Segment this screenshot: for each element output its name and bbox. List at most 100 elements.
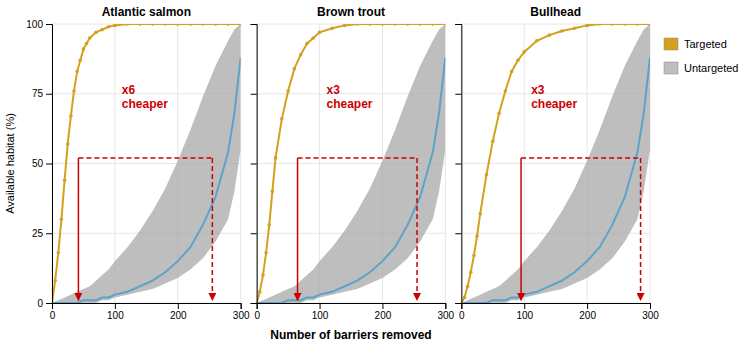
x-tick: 300	[437, 303, 454, 321]
point	[475, 234, 479, 238]
annotation-line	[521, 157, 640, 159]
legend-label: Targeted	[684, 38, 727, 50]
line	[461, 57, 650, 303]
annotation-line	[78, 157, 212, 159]
y-axis	[455, 25, 462, 304]
point	[258, 290, 262, 294]
x-tick-mark	[115, 303, 116, 309]
annotation-text-line: x3	[326, 83, 340, 97]
point	[293, 67, 297, 71]
y-tick	[455, 233, 461, 234]
point	[343, 24, 347, 27]
y-tick	[251, 24, 257, 25]
legend-item: Targeted	[664, 38, 727, 50]
line	[257, 24, 446, 303]
point	[610, 24, 614, 26]
x-tick-label: 100	[312, 310, 329, 321]
y-tick-mark	[46, 164, 52, 165]
point	[318, 31, 322, 35]
point	[305, 42, 309, 46]
point	[85, 42, 89, 46]
legend: Targeted Untargeted	[664, 38, 738, 74]
y-tick-mark	[46, 303, 52, 304]
line	[52, 24, 241, 303]
point	[497, 111, 501, 115]
point	[393, 24, 397, 26]
plot-area	[257, 24, 446, 303]
legend-label: Untargeted	[684, 62, 738, 74]
point	[82, 47, 86, 51]
y-tick-mark	[455, 24, 461, 25]
point	[189, 24, 193, 26]
y-tick	[251, 164, 257, 165]
x-tick-mark	[241, 303, 242, 309]
point	[264, 251, 268, 255]
point	[381, 24, 385, 26]
x-tick-mark	[320, 303, 321, 309]
x-tick-label: 300	[642, 310, 659, 321]
band	[257, 24, 446, 303]
y-tick-mark	[455, 164, 461, 165]
x-tick: 0	[50, 303, 56, 321]
point	[214, 24, 218, 26]
point	[478, 212, 482, 216]
x-axis-line	[53, 304, 242, 310]
x-tick: 200	[375, 303, 392, 321]
y-tick	[251, 94, 257, 95]
point	[88, 36, 92, 40]
plot-area	[52, 24, 241, 303]
y-tick-label: 100	[26, 19, 43, 30]
y-tick-mark	[46, 24, 52, 25]
legend-swatch	[664, 38, 678, 50]
panel-title: Brown trout	[317, 5, 385, 19]
point	[406, 24, 410, 26]
point	[176, 24, 180, 26]
point	[72, 89, 76, 93]
annotation-text-line: x6	[122, 83, 136, 97]
grid	[461, 24, 650, 303]
point	[504, 89, 508, 93]
y-axis	[251, 25, 258, 304]
point	[636, 24, 640, 26]
annotation-text: x3cheaper	[531, 83, 577, 111]
point	[548, 33, 552, 37]
y-axis-line	[455, 25, 462, 304]
x-tick: 200	[170, 303, 187, 321]
x-tick: 100	[107, 303, 124, 321]
x-tick-mark	[445, 303, 446, 309]
x-tick-label: 0	[254, 310, 260, 321]
x-tick: 200	[579, 303, 596, 321]
y-tick-mark	[455, 303, 461, 304]
point	[623, 24, 627, 26]
y-axis-title: Available habitat (%)	[4, 113, 16, 214]
point	[101, 28, 105, 32]
point	[163, 24, 167, 26]
line	[52, 57, 241, 303]
point	[261, 273, 265, 277]
x-tick: 0	[459, 303, 465, 321]
point	[431, 24, 435, 26]
annotation-text: x3cheaper	[326, 83, 372, 111]
legend-swatch	[664, 62, 678, 74]
point	[60, 218, 64, 222]
y-tick-mark	[46, 233, 52, 234]
point	[138, 24, 142, 26]
panel: 01002003000255075100x6cheaperAtlantic sa…	[4, 5, 250, 321]
point	[469, 271, 473, 275]
point	[330, 26, 334, 30]
panel-title: Atlantic salmon	[102, 5, 191, 19]
y-tick: 100	[26, 19, 52, 30]
y-axis-line	[251, 25, 258, 304]
legend-item: Untargeted	[664, 62, 738, 74]
x-axis-line	[462, 304, 651, 310]
x-tick-label: 0	[50, 310, 56, 321]
point	[466, 284, 470, 288]
y-tick: 50	[32, 158, 52, 169]
y-tick-label: 25	[32, 228, 44, 239]
point	[274, 156, 278, 160]
y-tick-mark	[251, 24, 257, 25]
line	[257, 57, 446, 303]
x-tick: 0	[254, 303, 260, 321]
y-axis-line	[46, 25, 53, 304]
panel: 0 100 200 300 x3cheaper Brown trout	[251, 5, 455, 321]
